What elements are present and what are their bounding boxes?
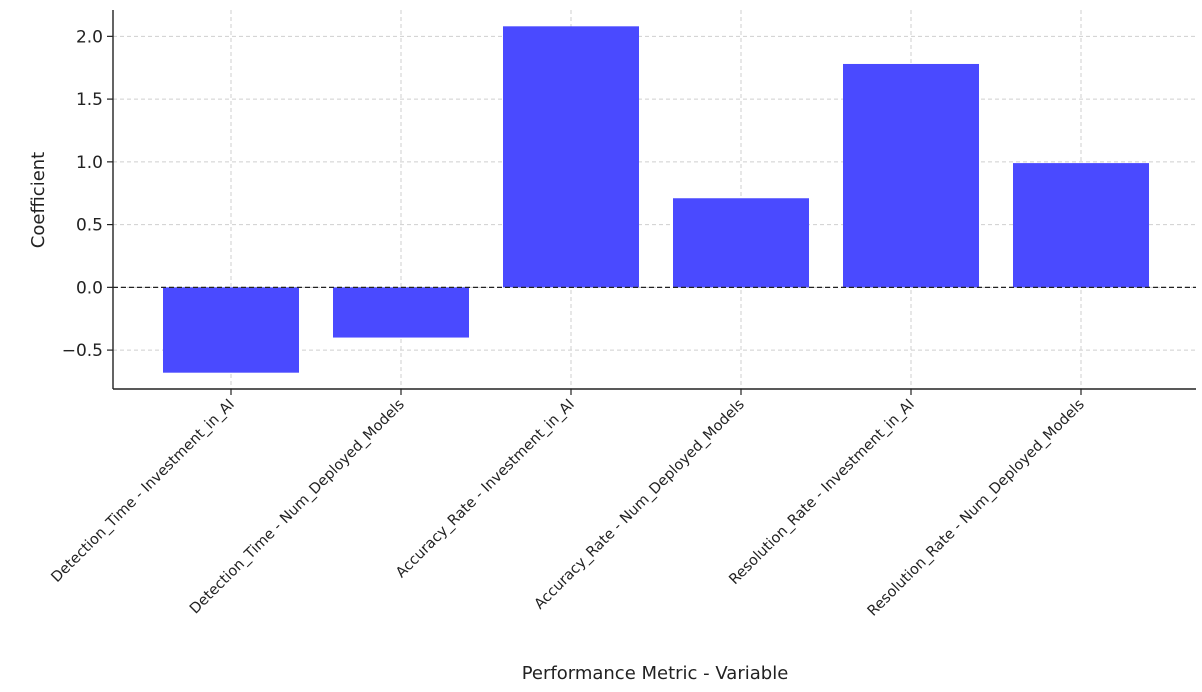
bars bbox=[163, 26, 1149, 373]
y-tick-label: 2.0 bbox=[76, 27, 103, 47]
x-tick-label: Resolution_Rate - Num_Deployed_Models bbox=[865, 397, 1088, 620]
bar bbox=[843, 63, 979, 288]
y-axis-label: Coefficient bbox=[28, 152, 49, 249]
bar bbox=[333, 287, 469, 338]
x-tick-labels: Detection_Time - Investment_in_AIDetecti… bbox=[49, 397, 1088, 620]
y-tick-label: −0.5 bbox=[62, 341, 103, 361]
x-tick-label: Resolution_Rate - Investment_in_AI bbox=[726, 397, 917, 588]
bar bbox=[163, 287, 299, 373]
x-tick-label: Detection_Time - Investment_in_AI bbox=[49, 397, 238, 586]
x-tick-label: Accuracy_Rate - Num_Deployed_Models bbox=[532, 397, 748, 613]
y-tick-label: 0.0 bbox=[76, 278, 103, 298]
bar bbox=[673, 198, 809, 288]
bar bbox=[503, 26, 639, 288]
x-tick-label: Accuracy_Rate - Investment_in_AI bbox=[393, 397, 578, 582]
bar bbox=[1013, 163, 1149, 288]
axes bbox=[107, 10, 1196, 395]
y-tick-label: 0.5 bbox=[76, 216, 103, 236]
y-tick-labels: −0.5 0.0 0.5 1.0 1.5 2.0 bbox=[62, 27, 103, 361]
x-axis-label: Performance Metric - Variable bbox=[522, 663, 789, 684]
y-tick-label: 1.0 bbox=[76, 153, 103, 173]
x-tick-label: Detection_Time - Num_Deployed_Models bbox=[187, 397, 408, 618]
y-tick-label: 1.5 bbox=[76, 90, 103, 110]
